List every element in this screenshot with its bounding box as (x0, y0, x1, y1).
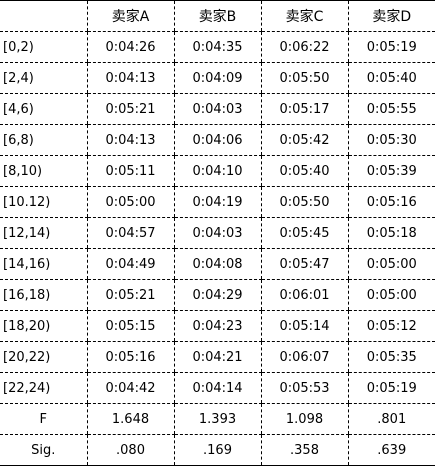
table-cell: 0:05:00 (347, 248, 435, 280)
table-cell: 0:05:39 (347, 155, 435, 187)
table-row: [22,24) 0:04:42 0:04:14 0:05:53 0:05:19 (0, 372, 435, 404)
table-cell: 0:04:13 (86, 62, 174, 94)
stat-row: F 1.648 1.393 1.098.801 (0, 403, 435, 435)
table-row: [4,6) 0:05:21 0:04:03 0:05:17 0:05:55 (0, 93, 435, 125)
table-cell: 0:06:22 (260, 31, 348, 63)
column-header: 卖家B (173, 0, 261, 32)
table-row: [12,14) 0:04:57 0:04:03 0:05:45 0:05:18 (0, 217, 435, 249)
table-cell: 0:06:01 (260, 279, 348, 311)
table-cell: 0:05:16 (347, 186, 435, 218)
table-cell: 0:04:03 (173, 217, 261, 249)
table-cell: 0:04:10 (173, 155, 261, 187)
table-cell: 0:05:50 (260, 62, 348, 94)
table-row: [20,22) 0:05:16 0:04:21 0:06:07 0:05:35 (0, 341, 435, 373)
row-label: [14,16) (0, 248, 87, 280)
table-cell: 0:05:50 (260, 186, 348, 218)
table-row: [16,18) 0:05:21 0:04:29 0:06:01 0:05:00 (0, 279, 435, 311)
table-cell: 0:05:19 (347, 31, 435, 63)
corner-cell (0, 0, 87, 32)
table-cell: 0:04:42 (86, 372, 174, 404)
table-cell: 0:05:40 (260, 155, 348, 187)
table-cell: 0:04:03 (173, 93, 261, 125)
stat-row: Sig. .080.169.358.639 (0, 434, 435, 466)
row-label: [2,4) (0, 62, 87, 94)
table-cell: 0:05:40 (347, 62, 435, 94)
stat-cell: 1.098 (260, 403, 348, 435)
row-label: [10.12) (0, 186, 87, 218)
row-label: [16,18) (0, 279, 87, 311)
row-label: [8,10) (0, 155, 87, 187)
table-cell: 0:04:35 (173, 31, 261, 63)
column-header: 卖家A (86, 0, 174, 32)
table-cell: 0:04:08 (173, 248, 261, 280)
row-label: [4,6) (0, 93, 87, 125)
table-row: [8,10) 0:05:11 0:04:10 0:05:40 0:05:39 (0, 155, 435, 187)
table-row: [6,8) 0:04:13 0:04:06 0:05:42 0:05:30 (0, 124, 435, 156)
table-cell: 0:04:14 (173, 372, 261, 404)
stat-cell: 1.393 (173, 403, 261, 435)
table-cell: 0:05:14 (260, 310, 348, 342)
table-cell: 0:05:55 (347, 93, 435, 125)
stat-cell: 1.648 (86, 403, 174, 435)
table-cell: 0:05:19 (347, 372, 435, 404)
table-cell: 0:06:07 (260, 341, 348, 373)
table-cell: 0:05:53 (260, 372, 348, 404)
table-cell: 0:04:19 (173, 186, 261, 218)
table-cell: 0:05:00 (347, 279, 435, 311)
stat-cell: .169 (173, 434, 261, 466)
row-label: [22,24) (0, 372, 87, 404)
table-cell: 0:05:45 (260, 217, 348, 249)
stat-cell: .080 (86, 434, 174, 466)
table-cell: 0:05:00 (86, 186, 174, 218)
table-cell: 0:04:23 (173, 310, 261, 342)
row-label: [12,14) (0, 217, 87, 249)
table-cell: 0:05:15 (86, 310, 174, 342)
table-cell: 0:04:26 (86, 31, 174, 63)
row-label: [18,20) (0, 310, 87, 342)
table-cell: 0:04:49 (86, 248, 174, 280)
table-row: [10.12) 0:05:00 0:04:19 0:05:50 0:05:16 (0, 186, 435, 218)
table-cell: 0:04:29 (173, 279, 261, 311)
stat-cell: .801 (347, 403, 435, 435)
table-row: [14,16) 0:04:49 0:04:08 0:05:47 0:05:00 (0, 248, 435, 280)
column-header: 卖家D (347, 0, 435, 32)
row-label: [6,8) (0, 124, 87, 156)
stat-cell: .358 (260, 434, 348, 466)
row-label: [0,2) (0, 31, 87, 63)
stat-label: F (0, 403, 87, 435)
table-row: [2,4) 0:04:13 0:04:09 0:05:50 0:05:40 (0, 62, 435, 94)
table-cell: 0:05:21 (86, 279, 174, 311)
table-cell: 0:05:30 (347, 124, 435, 156)
table-cell: 0:05:47 (260, 248, 348, 280)
table-cell: 0:05:35 (347, 341, 435, 373)
table-cell: 0:05:11 (86, 155, 174, 187)
stat-label: Sig. (0, 434, 87, 466)
table-cell: 0:05:17 (260, 93, 348, 125)
table-cell: 0:05:12 (347, 310, 435, 342)
table-cell: 0:05:18 (347, 217, 435, 249)
table-cell: 0:04:13 (86, 124, 174, 156)
row-label: [20,22) (0, 341, 87, 373)
table-cell: 0:04:21 (173, 341, 261, 373)
table-cell: 0:05:16 (86, 341, 174, 373)
stat-cell: .639 (347, 434, 435, 466)
header-row: 卖家A 卖家B 卖家C 卖家D (0, 0, 435, 32)
table-cell: 0:05:42 (260, 124, 348, 156)
table-row: [18,20) 0:05:15 0:04:23 0:05:14 0:05:12 (0, 310, 435, 342)
table-cell: 0:04:57 (86, 217, 174, 249)
table-row: [0,2) 0:04:26 0:04:35 0:06:22 0:05:19 (0, 31, 435, 63)
table-cell: 0:04:09 (173, 62, 261, 94)
column-header: 卖家C (260, 0, 348, 32)
table-cell: 0:04:06 (173, 124, 261, 156)
table-cell: 0:05:21 (86, 93, 174, 125)
